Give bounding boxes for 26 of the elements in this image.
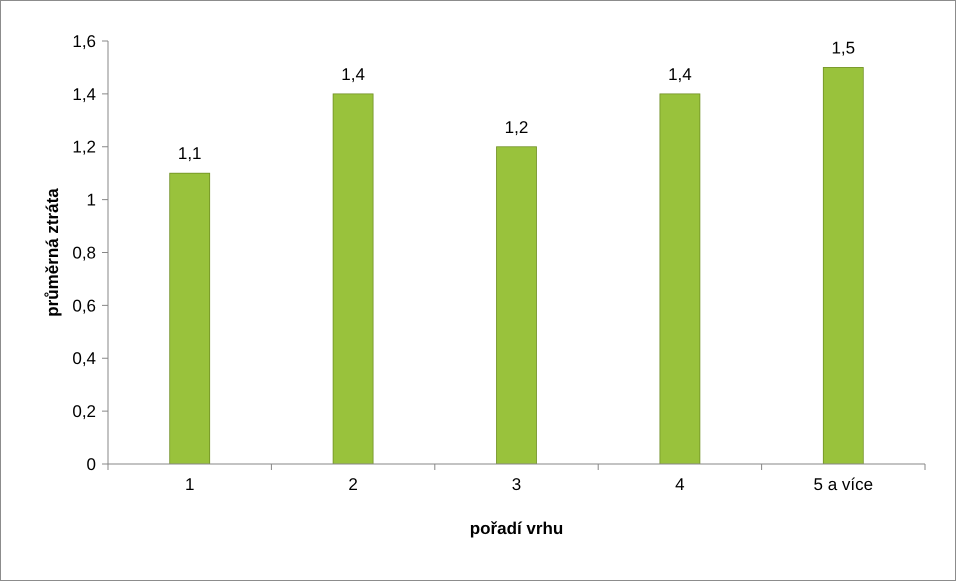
y-tick-label: 0,2 (72, 402, 96, 422)
x-tick-label: 1 (184, 475, 194, 494)
x-axis-title: pořadí vrhu (470, 519, 564, 538)
x-tick-label: 4 (675, 475, 685, 494)
x-tick-label: 3 (512, 475, 522, 494)
bar (822, 67, 864, 464)
y-tick-label: 0,6 (72, 296, 96, 316)
y-tick-label: 0,4 (72, 349, 96, 368)
data-label: 1,4 (668, 64, 692, 84)
y-tick-label: 1,2 (72, 138, 96, 157)
bar (332, 93, 374, 464)
y-tick-label: 0,8 (72, 243, 96, 262)
x-tick-label: 2 (348, 475, 358, 494)
y-tick-label: 1 (86, 190, 96, 210)
x-tick-label: 5 a více (814, 475, 874, 494)
y-tick-label: 1,4 (72, 84, 96, 104)
y-tick-label: 0 (86, 454, 96, 474)
data-label: 1,5 (831, 38, 856, 58)
data-label: 1,4 (341, 64, 365, 84)
y-tick-label: 1,6 (72, 32, 96, 51)
bar (660, 93, 700, 464)
bar (169, 172, 210, 464)
bar (496, 146, 537, 464)
y-axis-title: průměrná ztráta (43, 188, 62, 317)
data-label: 1,2 (504, 118, 528, 137)
data-label: 1,1 (178, 144, 202, 164)
